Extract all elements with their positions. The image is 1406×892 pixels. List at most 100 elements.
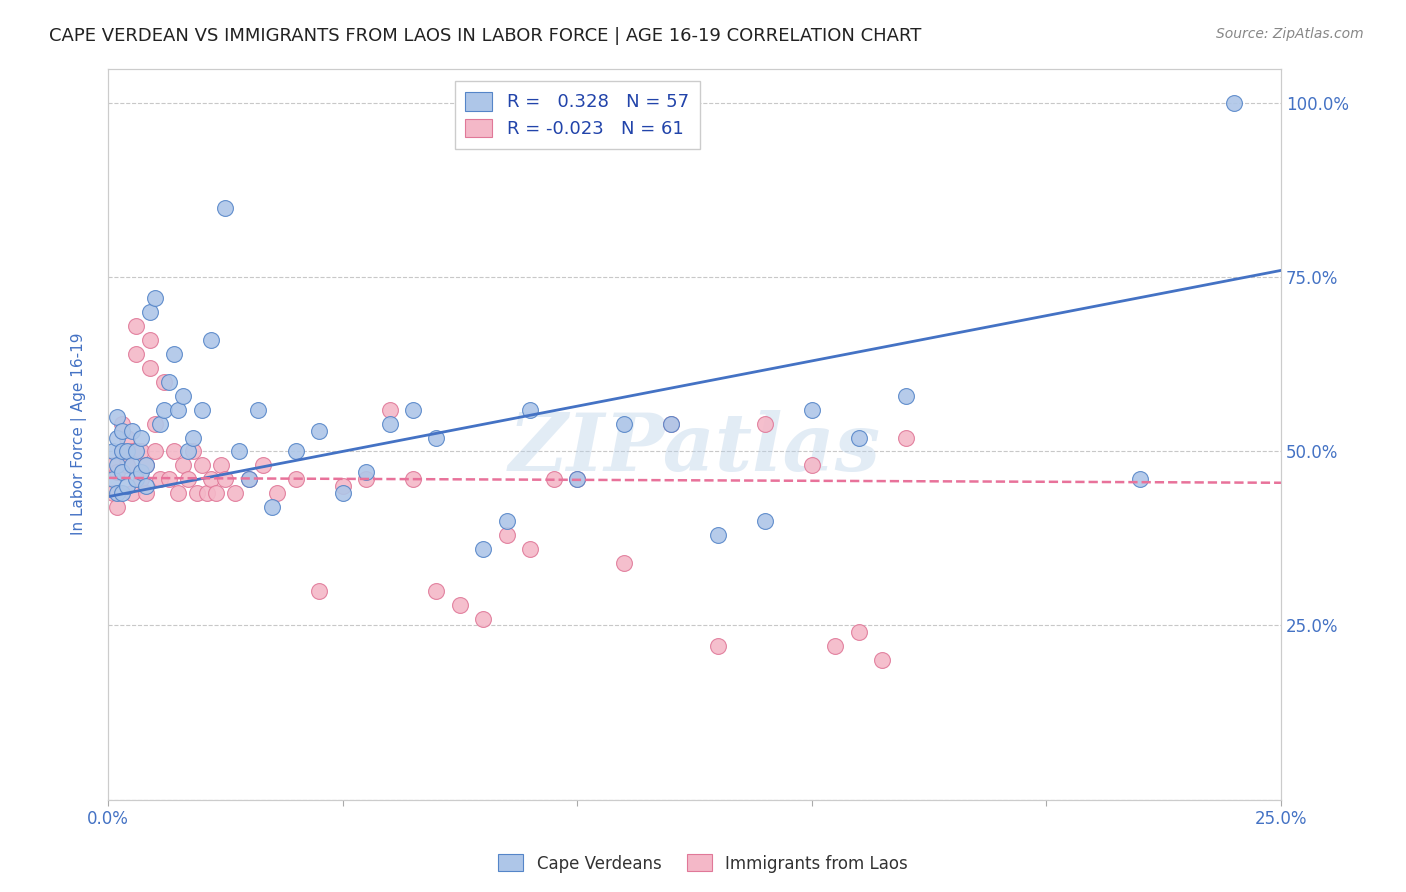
Point [135,458,157,473]
Legend: R =   0.328   N = 57, R = -0.023   N = 61: R = 0.328 N = 57, R = -0.023 N = 61 [454,81,700,149]
Point [402,402,425,417]
Point [284,444,307,458]
Point [1129,472,1152,486]
Point [167,486,190,500]
Point [153,402,176,417]
Point [181,430,204,444]
Point [238,472,260,486]
Point [111,444,134,458]
Point [149,417,172,431]
Point [425,430,447,444]
Y-axis label: In Labor Force | Age 16-19: In Labor Force | Age 16-19 [72,333,87,535]
Text: CAPE VERDEAN VS IMMIGRANTS FROM LAOS IN LABOR FORCE | AGE 16-19 CORRELATION CHAR: CAPE VERDEAN VS IMMIGRANTS FROM LAOS IN … [49,27,921,45]
Point [111,444,134,458]
Point [238,472,260,486]
Point [378,417,401,431]
Point [111,465,134,479]
Point [472,611,495,625]
Point [101,486,124,500]
Point [354,472,377,486]
Point [163,347,186,361]
Point [125,472,148,486]
Point [143,417,166,431]
Point [284,472,307,486]
Point [139,360,162,375]
Text: Source: ZipAtlas.com: Source: ZipAtlas.com [1216,27,1364,41]
Point [101,472,124,486]
Point [121,424,143,438]
Point [191,458,214,473]
Point [200,472,222,486]
Point [472,541,495,556]
Point [707,640,730,654]
Point [115,444,138,458]
Point [308,424,330,438]
Point [125,444,148,458]
Point [567,472,589,486]
Point [824,640,846,654]
Point [519,402,541,417]
Point [247,402,270,417]
Point [111,424,134,438]
Point [262,500,284,515]
Point [228,444,250,458]
Point [135,458,157,473]
Point [224,486,246,500]
Point [894,389,917,403]
Point [195,486,218,500]
Point [567,472,589,486]
Point [129,444,152,458]
Point [354,465,377,479]
Point [107,430,129,444]
Point [870,653,893,667]
Point [107,500,129,515]
Point [214,201,236,215]
Point [115,479,138,493]
Point [177,472,200,486]
Point [613,417,636,431]
Point [659,417,682,431]
Point [186,486,208,500]
Point [754,417,776,431]
Point [495,514,517,528]
Point [543,472,565,486]
Point [191,402,214,417]
Point [894,430,917,444]
Point [200,333,222,347]
Point [121,486,143,500]
Point [107,486,129,500]
Point [121,444,143,458]
Point [125,319,148,334]
Point [139,333,162,347]
Point [163,444,186,458]
Point [129,472,152,486]
Point [519,541,541,556]
Point [707,528,730,542]
Point [495,528,517,542]
Point [308,583,330,598]
Point [129,430,152,444]
Point [181,444,204,458]
Point [659,417,682,431]
Point [449,598,471,612]
Point [402,472,425,486]
Text: ZIPatlas: ZIPatlas [509,410,880,487]
Point [135,486,157,500]
Point [1223,96,1246,111]
Point [107,409,129,424]
Point [111,417,134,431]
Point [848,625,870,640]
Point [848,430,870,444]
Point [101,458,124,473]
Point [115,458,138,473]
Point [107,465,129,479]
Point [332,479,354,493]
Point [111,486,134,500]
Point [266,486,288,500]
Point [252,458,274,473]
Point [157,375,180,389]
Point [157,472,180,486]
Point [172,458,194,473]
Point [205,486,228,500]
Point [332,486,354,500]
